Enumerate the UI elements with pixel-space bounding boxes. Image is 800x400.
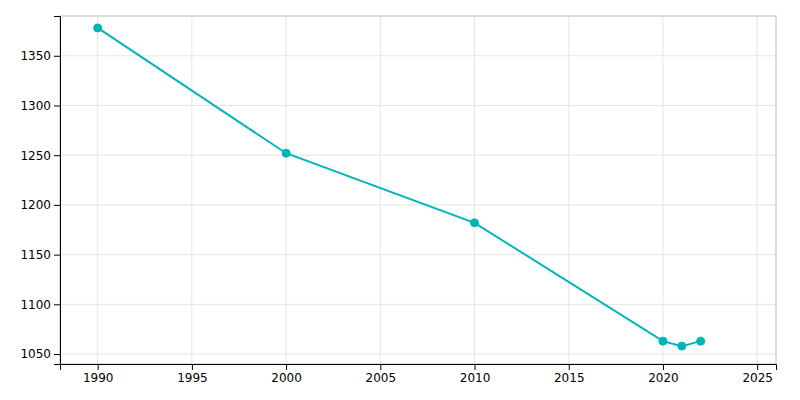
x-tick-mark [663, 364, 664, 370]
x-tick-mark [192, 364, 193, 370]
y-axis-line [54, 17, 61, 365]
x-axis: 1990 1995 2000 2005 2010 2015 2020 2025 [61, 364, 777, 385]
grid-line-x [757, 16, 758, 364]
y-tick-label: 1050 [20, 347, 51, 361]
point [678, 342, 686, 350]
grid-line-y [60, 304, 776, 305]
x-tick: 2025 [742, 364, 773, 385]
x-tick-label: 2000 [271, 371, 302, 385]
grid-line-y [60, 254, 776, 255]
plot-area [94, 24, 705, 350]
grid-line-y [60, 354, 776, 355]
x-tick-mark [757, 364, 758, 370]
grid-line-x [191, 16, 192, 364]
y-tick-label: 1300 [20, 99, 51, 113]
x-tick-label: 1990 [83, 371, 114, 385]
x-tick: 2010 [460, 364, 491, 385]
series-line [98, 28, 701, 346]
y-tick: 1050 [20, 347, 60, 361]
x-tick-label: 2020 [648, 371, 679, 385]
y-tick-mark [54, 304, 60, 305]
y-tick: 1150 [20, 248, 60, 262]
point [282, 149, 290, 157]
x-tick: 2005 [366, 364, 397, 385]
grid-line-y [60, 55, 776, 56]
x-tick-label: 2015 [554, 371, 585, 385]
y-tick-label: 1100 [20, 298, 51, 312]
x-tick-mark [380, 364, 381, 370]
x-tick: 2000 [271, 364, 302, 385]
y-tick: 1200 [20, 198, 60, 212]
y-tick: 1300 [20, 99, 60, 113]
y-tick-mark [54, 354, 60, 355]
x-tick-label: 2010 [460, 371, 491, 385]
y-tick-label: 1200 [20, 198, 51, 212]
plot-frame [60, 16, 776, 364]
x-tick: 1995 [177, 364, 208, 385]
x-tick-mark [569, 364, 570, 370]
x-tick: 2020 [648, 364, 679, 385]
x-tick-mark [98, 364, 99, 370]
grid-line-x [474, 16, 475, 364]
x-tick-mark [286, 364, 287, 370]
x-tick: 2015 [554, 364, 585, 385]
x-tick: 1990 [83, 364, 114, 385]
grid-line-y [60, 155, 776, 156]
grid [60, 16, 776, 364]
y-tick: 1100 [20, 298, 60, 312]
grid-line-x [97, 16, 98, 364]
y-tick-mark [54, 56, 60, 57]
grid-line-x [568, 16, 569, 364]
x-tick-mark [475, 364, 476, 370]
y-tick-mark [54, 105, 60, 106]
y-tick-label: 1350 [20, 49, 51, 63]
point [471, 219, 479, 227]
y-tick: 1250 [20, 149, 60, 163]
y-tick-mark [54, 155, 60, 156]
point [659, 337, 667, 345]
grid-line-x [662, 16, 663, 364]
y-tick-mark [54, 255, 60, 256]
point [697, 337, 705, 345]
y-tick: 1350 [20, 49, 60, 63]
grid-line-y [60, 204, 776, 205]
grid-line-x [286, 16, 287, 364]
y-tick-label: 1250 [20, 149, 51, 163]
grid-line-y [60, 105, 776, 106]
chart: 1990 1995 2000 2005 2010 2015 2020 2025 1050 1100… [0, 0, 800, 400]
x-tick-label: 2025 [742, 371, 773, 385]
y-axis: 1050 1100 1150 1200 1250 1300 1350 [20, 17, 60, 365]
x-tick-label: 2005 [366, 371, 397, 385]
x-axis-line [61, 365, 777, 371]
y-tick-mark [54, 205, 60, 206]
grid-line-x [380, 16, 381, 364]
point [94, 24, 102, 32]
chart-container: 1990 1995 2000 2005 2010 2015 2020 2025 1050 1100… [0, 0, 800, 400]
x-tick-label: 1995 [177, 371, 208, 385]
y-tick-label: 1150 [20, 248, 51, 262]
